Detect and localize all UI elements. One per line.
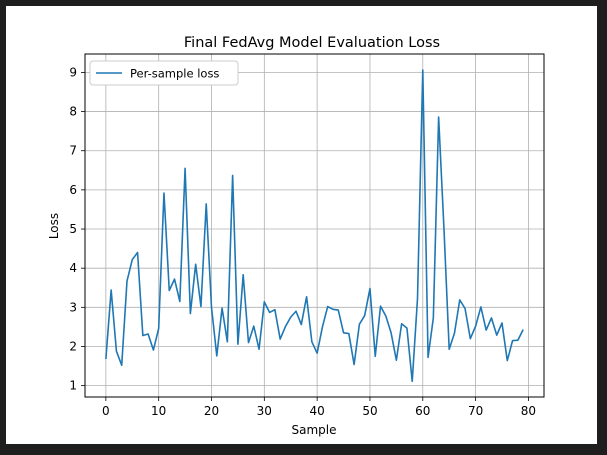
plot-lines [105,69,524,383]
legend: Per-sample loss [89,60,239,86]
x-tick-label: 60 [415,404,430,418]
y-tick-label: 1 [69,379,77,393]
legend-box [89,60,239,86]
x-tick-label: 20 [204,404,219,418]
chart-title: Final FedAvg Model Evaluation Loss [184,35,440,51]
y-tick-label: 9 [69,65,77,79]
x-tick-label: 10 [151,404,166,418]
x-tick-label: 50 [362,404,377,418]
x-tick-label: 0 [102,404,110,418]
y-tick-label: 6 [69,183,77,197]
y-tick-label: 8 [69,105,77,119]
y-axis-label: Loss [47,213,61,239]
y-tick-label: 4 [69,261,77,275]
x-axis-label: Sample [292,423,337,437]
x-tick-label: 70 [468,404,483,418]
y-tick-label: 7 [69,144,77,158]
x-tick-label: 80 [521,404,536,418]
y-tick-label: 3 [69,300,77,314]
x-tick-label: 40 [310,404,325,418]
series-line-0 [105,69,524,383]
legend-label: Per-sample loss [130,67,219,81]
axis-ticks: 0 10 20 30 40 50 60 70 80 1 2 3 4 5 6 7 8 9 [69,65,536,418]
x-tick-label: 30 [257,404,272,418]
y-tick-label: 5 [69,222,77,236]
y-tick-label: 2 [69,339,77,353]
plot-area-frame [84,53,545,398]
